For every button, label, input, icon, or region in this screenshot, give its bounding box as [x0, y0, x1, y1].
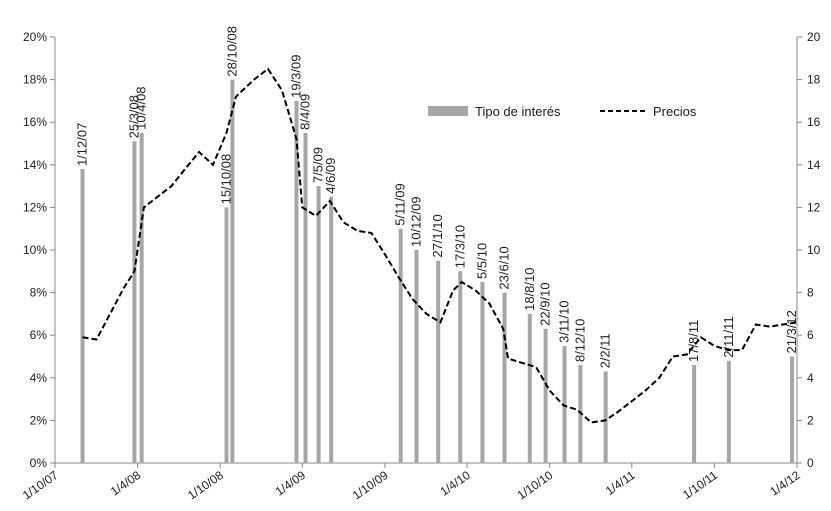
price-series-line [82, 67, 798, 424]
y-tick-label-left: 18% [23, 73, 47, 87]
y-tick-label-left: 0% [30, 456, 48, 470]
bar [294, 100, 299, 464]
x-tick-label: 1/10/08 [185, 468, 226, 503]
bar [139, 132, 144, 463]
bar [303, 132, 308, 463]
bar-label: 17/3/10 [452, 225, 467, 268]
bar [790, 356, 795, 463]
bar-label: 23/6/10 [497, 246, 512, 289]
y-tick-label-right: 2 [807, 413, 814, 427]
bar [80, 169, 85, 463]
y-tick-label-right: 16 [807, 115, 821, 129]
x-tick-label: 1/10/10 [515, 468, 556, 503]
legend-label-tipo: Tipo de interés [475, 104, 561, 119]
y-tick-label-left: 6% [30, 328, 48, 342]
x-tick-label: 1/4/11 [603, 468, 638, 498]
bar-label: 5/5/10 [474, 243, 489, 279]
bar-label: 8/4/09 [297, 94, 312, 130]
bar-label: 8/12/10 [572, 319, 587, 362]
bar [692, 365, 697, 463]
bar-label: 7/5/09 [311, 147, 326, 183]
y-tick-label-left: 4% [30, 371, 48, 385]
y-tick-label-right: 8 [807, 286, 814, 300]
bar-label: 19/3/09 [288, 55, 303, 98]
legend: Tipo de interés Precios [428, 104, 697, 119]
y-tick-label-left: 14% [23, 158, 47, 172]
y-tick-label-right: 6 [807, 328, 814, 342]
bar [603, 371, 608, 463]
bar-label: 22/9/10 [538, 282, 553, 325]
bar [562, 345, 567, 463]
y-tick-label-left: 16% [23, 115, 47, 129]
bar [502, 292, 507, 463]
bar [726, 360, 731, 463]
bar-label: 25/3/08 [126, 95, 141, 138]
x-tick-label: 1/4/08 [108, 468, 144, 499]
price-line [82, 67, 798, 424]
x-tick-label: 1/4/10 [437, 468, 473, 499]
interest-rate-bars [80, 79, 795, 464]
x-tick-label: 1/10/11 [680, 468, 720, 502]
y-tick-label-right: 18 [807, 73, 821, 87]
bar [329, 196, 334, 463]
bar-label: 5/11/09 [393, 183, 408, 225]
y-tick-label-left: 10% [23, 243, 47, 257]
bar [132, 141, 137, 463]
bar [436, 260, 441, 463]
bar [316, 186, 321, 463]
bar [480, 281, 485, 463]
bar [527, 313, 532, 463]
bar [414, 250, 419, 463]
x-tick-label: 1/10/07 [20, 468, 61, 503]
bar-label: 15/10/08 [219, 154, 234, 205]
legend-bar-swatch [428, 106, 468, 116]
y-tick-label-left: 12% [23, 200, 47, 214]
bar-label: 3/11/10 [557, 300, 572, 342]
bar [398, 228, 403, 463]
bar-label: 10/12/09 [409, 196, 424, 247]
x-tick-label: 1/10/09 [350, 468, 391, 503]
bar [224, 207, 229, 463]
bar-label: 21/3/12 [784, 310, 799, 353]
x-tick-label: 1/4/12 [767, 468, 803, 499]
y-tick-label-right: 20 [807, 30, 821, 44]
y-tick-label-right: 14 [807, 158, 821, 172]
y-tick-label-left: 8% [30, 286, 48, 300]
bar-label: 27/1/10 [430, 214, 445, 257]
bar [543, 328, 548, 463]
bar-label: 1/12/07 [75, 123, 90, 166]
bar-label: 28/10/08 [224, 26, 239, 77]
bar-label: 4/6/09 [323, 158, 338, 194]
bar-label: 2/11/11 [721, 316, 736, 357]
y-tick-label-right: 4 [807, 371, 814, 385]
bar [458, 271, 463, 463]
bar-label: 10/4/08 [134, 86, 149, 129]
y-tick-label-right: 0 [807, 456, 814, 470]
bar [230, 79, 235, 463]
x-tick-label: 1/4/09 [273, 468, 309, 499]
bar-label: 2/2/11 [598, 333, 613, 368]
y-tick-label-left: 2% [30, 413, 48, 427]
y-tick-label-right: 12 [807, 200, 821, 214]
legend-label-precios: Precios [653, 104, 697, 119]
bar-label: 18/8/10 [522, 268, 537, 311]
y-tick-label-right: 10 [807, 243, 821, 257]
y-tick-label-left: 20% [23, 30, 47, 44]
